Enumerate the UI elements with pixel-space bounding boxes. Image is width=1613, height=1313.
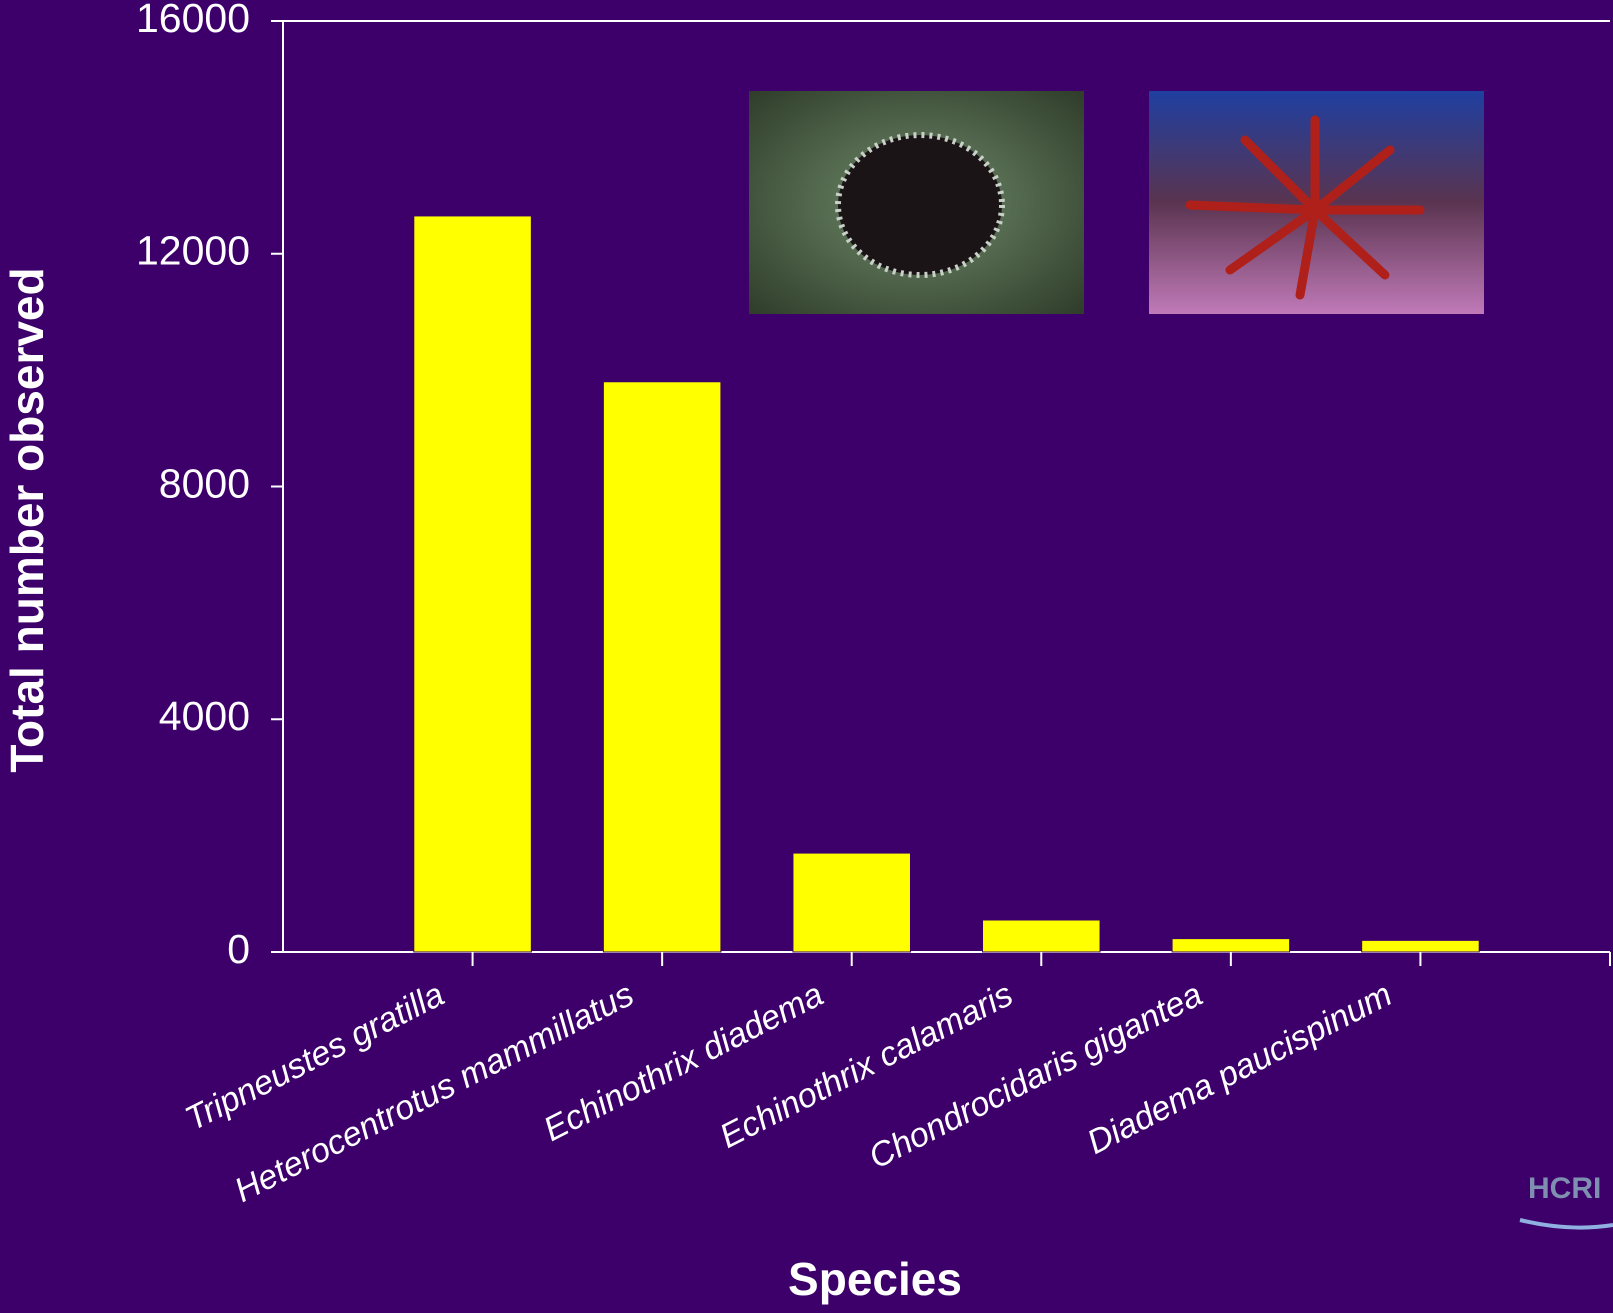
y-tick-label: 12000	[136, 228, 250, 274]
y-tick-label: 0	[227, 926, 250, 972]
y-tick-label: 8000	[159, 460, 250, 506]
y-tick-label: 4000	[159, 693, 250, 739]
svg-text:HCRI: HCRI	[1528, 1172, 1601, 1205]
bar	[413, 215, 532, 953]
bar	[602, 381, 722, 953]
bar	[1361, 939, 1480, 953]
photo-urchin-2	[1149, 91, 1484, 314]
bar	[982, 919, 1101, 953]
photo-urchin-1	[749, 91, 1084, 314]
y-axis-title: Total number observed	[1, 267, 53, 772]
logo: HCRI	[1519, 1172, 1613, 1230]
x-axis-title: Species	[788, 1253, 962, 1305]
y-tick-label: 16000	[136, 0, 250, 41]
bar	[792, 852, 911, 953]
bar	[1171, 938, 1291, 953]
